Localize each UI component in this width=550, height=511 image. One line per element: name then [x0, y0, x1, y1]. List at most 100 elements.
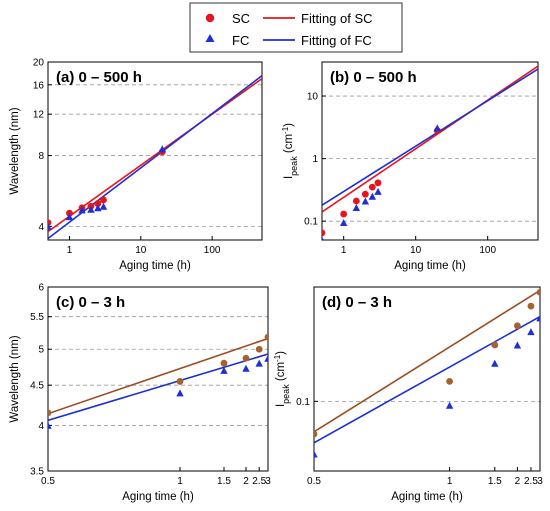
x-tick-label: 2: [515, 476, 521, 487]
data-layer: [314, 288, 540, 458]
data-point-fc: [322, 236, 324, 240]
legend-label-fc: FC: [232, 33, 249, 48]
data-point-fc: [433, 124, 442, 132]
data-point-fc: [368, 192, 377, 200]
legend-box: [189, 2, 403, 53]
data-point-fc: [78, 206, 86, 214]
legend-label-fit-sc: Fitting of SC: [301, 11, 373, 26]
panel-d: 0.5 1 1.5 2 2.5 3 0.1 (d) 0 – 3 h Aging time (h)…: [273, 286, 543, 503]
data-point-sc: [322, 229, 326, 237]
data-point-fc: [255, 359, 263, 367]
y-tick-label: 4: [38, 421, 44, 432]
y-axis-label: Ipeak (cm-1): [281, 123, 300, 179]
y-tick-label: 0.1: [296, 397, 310, 408]
data-point-fc: [99, 202, 108, 210]
y-tick-label: 5.5: [30, 312, 44, 323]
data-point-fc: [374, 187, 382, 195]
x-tick-label: 3: [537, 476, 543, 487]
y-tick-label: 3.5: [30, 467, 44, 478]
data-point-sc: [220, 359, 228, 367]
data-point-sc: [48, 219, 52, 227]
y-tick-label: 4: [38, 222, 44, 233]
x-tick-label: 2.5: [252, 476, 266, 487]
data-point-sc: [527, 302, 535, 310]
data-point-sc: [361, 190, 369, 198]
x-axis-label: Aging time (h): [394, 260, 466, 272]
y-tick-label: 16: [33, 80, 45, 91]
panel-a: 1 10 100 4 8 12 16 20 (a) 0 – 500 h Aging time (h…: [9, 58, 263, 272]
panel-title: (c) 0 – 3 h: [56, 294, 125, 311]
legend: SC Fitting of SC FC Fitting of FC: [189, 2, 403, 53]
data-layer: [322, 65, 538, 240]
data-point-sc: [176, 378, 184, 385]
x-tick-label: 1: [341, 245, 347, 256]
data-point-sc: [314, 430, 318, 438]
legend-marker-sc: [205, 13, 215, 23]
x-tick-label: 1: [447, 476, 453, 487]
data-point-sc: [340, 210, 348, 218]
x-tick-label: 1.5: [488, 476, 502, 487]
x-axis-label: Aging time (h): [391, 491, 463, 503]
x-tick-label: 10: [410, 245, 422, 256]
data-point-sc: [514, 322, 521, 330]
fit-line-fitting-of-fc: [48, 353, 268, 422]
plot-frame: [321, 61, 539, 241]
x-tick-label: 0.5: [307, 476, 321, 487]
panel-b: 1 10 100 0.1 1 10 (b) 0 – 500 h Aging time (h) I…: [281, 61, 539, 272]
data-point-fc: [87, 205, 95, 213]
y-tick-label: 4.5: [30, 381, 44, 392]
data-point-sc: [536, 288, 540, 296]
fit-line-fitting-of-fc: [314, 315, 540, 444]
x-tick-label: 10: [135, 245, 147, 256]
x-tick-label: 3: [265, 476, 271, 487]
y-tick-label: 8: [38, 151, 44, 162]
panel-title: (b) 0 – 500 h: [330, 69, 417, 86]
data-point-fc: [536, 314, 540, 322]
y-axis-label: Wavelength (nm): [9, 107, 21, 194]
x-axis-label: Aging time (h): [122, 491, 194, 503]
y-tick-label: 6: [38, 283, 44, 294]
data-point-sc: [446, 377, 453, 385]
data-point-fc: [513, 341, 522, 349]
data-point-fc: [339, 219, 348, 227]
y-tick-label: 10: [307, 92, 319, 103]
x-tick-label: 0.5: [41, 476, 55, 487]
data-point-fc: [158, 145, 166, 153]
data-point-sc: [374, 179, 382, 187]
x-tick-label: 2: [243, 476, 249, 487]
data-point-sc: [255, 345, 263, 353]
y-tick-label: 12: [33, 110, 45, 121]
data-point-sc: [368, 183, 376, 191]
data-point-fc: [220, 366, 228, 374]
y-tick-label: 20: [33, 58, 45, 69]
data-point-sc: [242, 354, 250, 362]
plot-frame: [313, 286, 541, 472]
x-tick-label: 1.5: [217, 476, 231, 487]
panel-c: 0.5 1 1.5 2 2.5 3 3.5 4 4.5 5 5.5 6 (c) 0 – 3 h Aging…: [9, 283, 271, 504]
data-point-fc: [176, 389, 184, 397]
legend-label-fit-fc: Fitting of FC: [301, 33, 372, 48]
data-point-fc: [527, 328, 535, 336]
y-tick-label: 0.1: [304, 217, 318, 228]
data-point-fc: [361, 197, 370, 205]
data-point-fc: [94, 204, 102, 212]
y-tick-label: 1: [312, 154, 318, 165]
x-tick-label: 1: [67, 245, 73, 256]
data-layer: [48, 333, 268, 429]
data-point-sc: [100, 196, 107, 204]
x-tick-label: 100: [204, 245, 221, 256]
data-point-sc: [491, 341, 499, 349]
fit-line-fitting-of-sc: [314, 289, 540, 433]
panel-title: (d) 0 – 3 h: [322, 294, 392, 311]
data-point-fc: [264, 354, 268, 362]
panel-title: (a) 0 – 500 h: [56, 69, 142, 86]
x-tick-label: 1: [177, 476, 183, 487]
y-axis-label: Wavelength (nm): [9, 335, 21, 422]
x-tick-label: 100: [479, 245, 496, 256]
legend-marker-fc: [205, 34, 215, 42]
data-point-sc: [352, 197, 360, 205]
data-point-fc: [65, 213, 74, 221]
plot-frame: [47, 286, 269, 472]
data-point-sc: [48, 409, 52, 417]
